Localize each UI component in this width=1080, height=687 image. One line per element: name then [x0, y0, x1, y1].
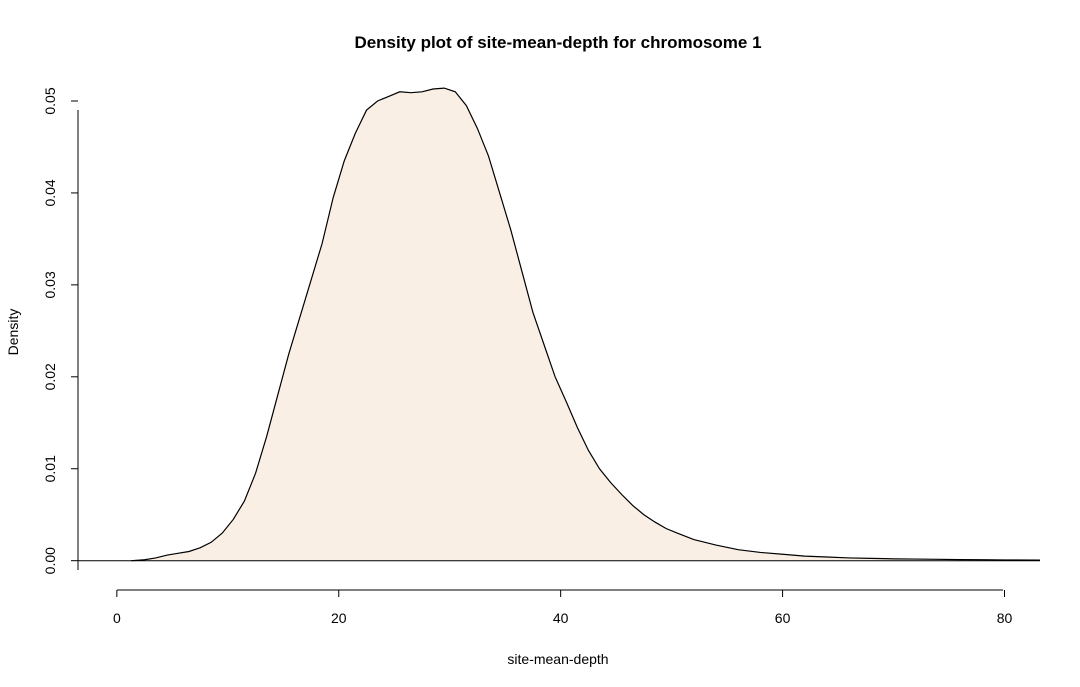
y-axis: 0.00 0.01 0.02 0.03 0.04 0.05: [42, 87, 79, 574]
x-axis: 0 20 40 60 80: [113, 589, 1013, 626]
y-axis-label: Density: [5, 309, 21, 356]
density-curve: [131, 87, 1041, 562]
y-tick-label: 0.02: [42, 363, 58, 390]
y-tick-label: 0.01: [42, 455, 58, 482]
y-tick-label: 0.00: [42, 547, 58, 574]
x-tick-label: 40: [553, 610, 569, 626]
x-tick-label: 60: [775, 610, 791, 626]
x-axis-label: site-mean-depth: [507, 651, 608, 667]
y-tick-label: 0.05: [42, 87, 58, 114]
y-tick-label: 0.04: [42, 179, 58, 206]
x-tick-label: 20: [331, 610, 347, 626]
x-tick-label: 80: [997, 610, 1013, 626]
density-area-layer: [78, 87, 1041, 562]
density-fill: [131, 88, 1040, 561]
x-tick-label: 0: [113, 610, 121, 626]
y-tick-label: 0.03: [42, 271, 58, 298]
chart-title: Density plot of site-mean-depth for chro…: [354, 33, 761, 52]
